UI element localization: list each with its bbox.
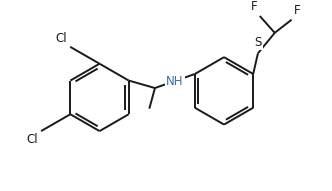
- Text: Cl: Cl: [27, 133, 38, 146]
- Text: Cl: Cl: [56, 32, 67, 45]
- Text: F: F: [251, 0, 258, 13]
- Text: F: F: [293, 4, 300, 17]
- Text: NH: NH: [166, 74, 184, 87]
- Text: S: S: [254, 36, 262, 49]
